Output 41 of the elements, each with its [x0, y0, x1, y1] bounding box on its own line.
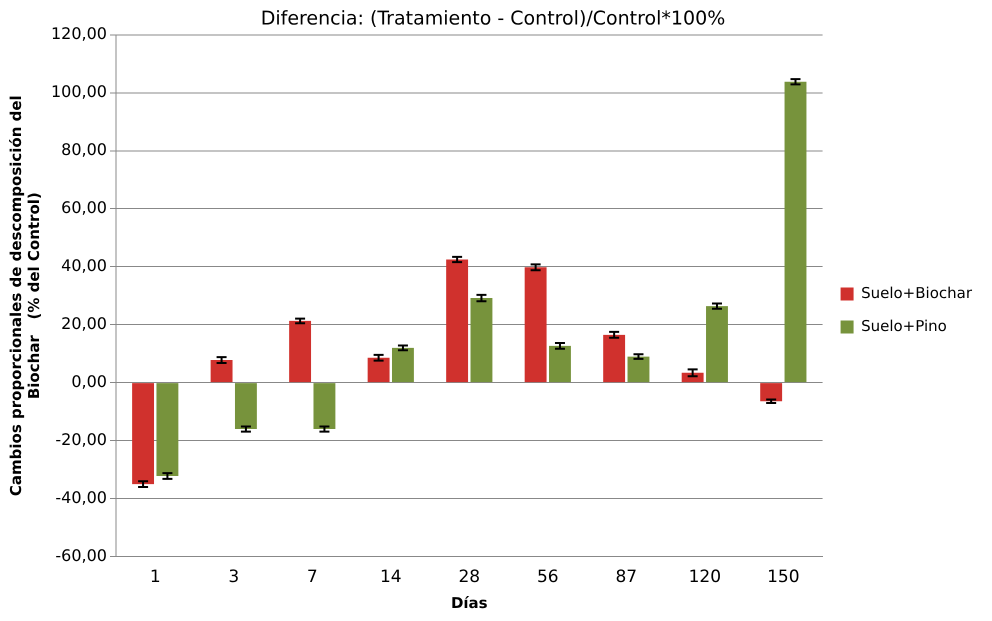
x-tick-label: 3 [228, 567, 240, 588]
bar [234, 383, 257, 430]
legend-label: Suelo+Biochar [861, 284, 973, 302]
y-tick-label: 100,00 [51, 82, 107, 101]
bar [706, 306, 728, 382]
chart-title: Diferencia: (Tratamiento - Control)/Control*100% [260, 7, 726, 30]
bar [289, 320, 312, 382]
bar [524, 267, 547, 382]
bar [784, 82, 806, 382]
y-tick-label: 40,00 [61, 256, 107, 275]
bar [628, 356, 650, 382]
bar [760, 383, 782, 402]
x-tick-label: 28 [458, 567, 480, 588]
x-tick-label: 14 [380, 567, 402, 588]
bar [313, 383, 336, 430]
bar [470, 298, 492, 382]
y-tick-label: 60,00 [61, 198, 107, 217]
y-tick-label: 80,00 [61, 140, 107, 159]
y-axis-title: Cambios proporcionales de descomposición del Biochar (% del Control) [6, 95, 43, 496]
y-tick-label: -60,00 [55, 546, 107, 565]
y-tick-label: 20,00 [61, 314, 107, 333]
bar [549, 346, 571, 382]
legend-label: Suelo+Pino [861, 316, 947, 335]
bar [392, 348, 414, 382]
y-tick-label: 0,00 [71, 372, 107, 391]
x-tick-label: 56 [536, 567, 559, 588]
x-tick-label: 1 [150, 567, 161, 588]
x-axis-title: Días [450, 594, 488, 612]
bar [446, 259, 468, 382]
x-tick-label: 150 [767, 567, 800, 588]
x-tick-label: 120 [688, 567, 722, 588]
bar [603, 334, 626, 382]
y-tick-label: 120,00 [51, 24, 107, 43]
bar [210, 360, 233, 382]
bar [156, 383, 178, 476]
x-tick-label: 87 [615, 567, 638, 588]
bar [132, 383, 154, 484]
y-tick-label: -40,00 [55, 488, 107, 507]
bar [368, 358, 390, 382]
x-tick-label: 7 [306, 567, 318, 588]
y-tick-label: -20,00 [55, 430, 107, 449]
